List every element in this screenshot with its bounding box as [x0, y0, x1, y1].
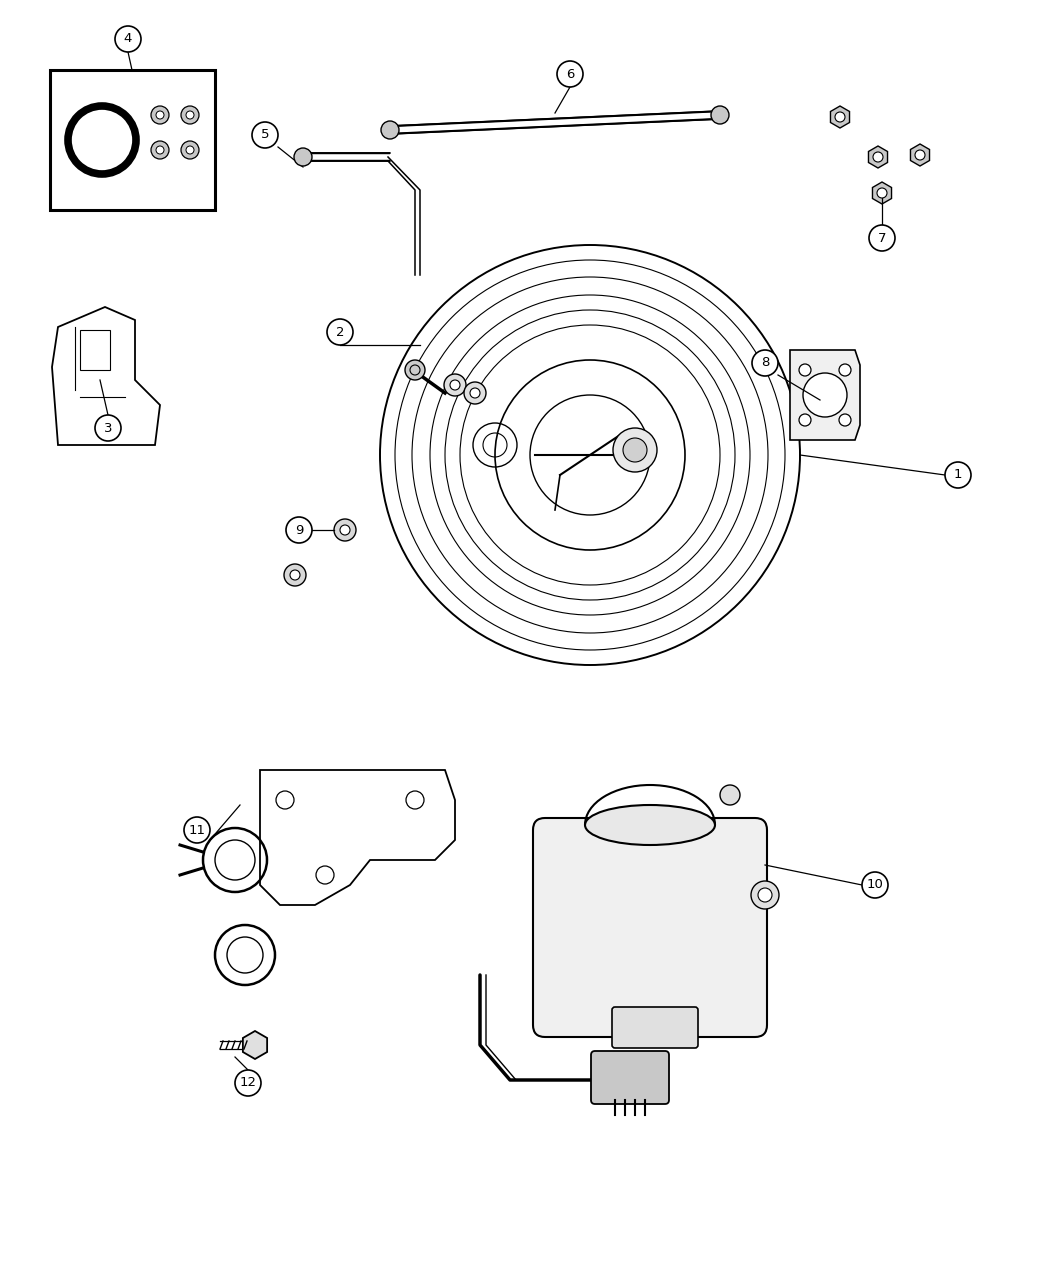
Text: 10: 10: [866, 878, 883, 891]
Circle shape: [803, 374, 847, 417]
Text: 3: 3: [104, 422, 112, 435]
Circle shape: [915, 150, 925, 159]
Polygon shape: [80, 330, 110, 370]
Circle shape: [758, 887, 772, 901]
Circle shape: [116, 26, 141, 52]
Circle shape: [464, 382, 486, 404]
Text: 2: 2: [336, 325, 344, 338]
Circle shape: [839, 363, 850, 376]
Polygon shape: [831, 106, 849, 128]
Circle shape: [869, 224, 895, 251]
Circle shape: [470, 388, 480, 398]
Bar: [50, 70, 215, 210]
Text: 7: 7: [878, 232, 886, 245]
Circle shape: [405, 360, 425, 380]
Circle shape: [613, 428, 657, 472]
Circle shape: [444, 374, 466, 397]
Ellipse shape: [585, 805, 715, 845]
Circle shape: [340, 525, 350, 536]
Circle shape: [294, 148, 312, 166]
Text: 8: 8: [761, 357, 770, 370]
Polygon shape: [868, 147, 887, 168]
Circle shape: [862, 872, 888, 898]
Text: 5: 5: [260, 129, 269, 142]
Circle shape: [751, 881, 779, 909]
Circle shape: [799, 363, 811, 376]
Text: 1: 1: [953, 468, 962, 482]
Circle shape: [711, 106, 729, 124]
Circle shape: [450, 380, 460, 390]
Circle shape: [877, 187, 887, 198]
Circle shape: [406, 790, 424, 810]
Circle shape: [156, 111, 164, 119]
Polygon shape: [790, 351, 860, 440]
Circle shape: [334, 519, 356, 541]
FancyBboxPatch shape: [612, 1007, 698, 1048]
Circle shape: [181, 106, 200, 124]
Polygon shape: [910, 144, 929, 166]
Circle shape: [94, 414, 121, 441]
Text: 12: 12: [239, 1076, 256, 1090]
FancyBboxPatch shape: [591, 1051, 669, 1104]
Circle shape: [327, 319, 353, 346]
Circle shape: [181, 142, 200, 159]
Circle shape: [235, 1070, 261, 1096]
Circle shape: [873, 152, 883, 162]
FancyBboxPatch shape: [533, 819, 766, 1037]
Text: 11: 11: [189, 824, 206, 836]
Circle shape: [556, 61, 583, 87]
Circle shape: [720, 785, 740, 805]
Circle shape: [75, 113, 129, 167]
Circle shape: [286, 516, 312, 543]
Circle shape: [151, 106, 169, 124]
Circle shape: [186, 111, 194, 119]
Circle shape: [284, 564, 306, 586]
Circle shape: [799, 414, 811, 426]
Circle shape: [316, 866, 334, 884]
Circle shape: [156, 147, 164, 154]
Text: 9: 9: [295, 524, 303, 537]
Circle shape: [945, 462, 971, 488]
Text: 6: 6: [566, 68, 574, 80]
Circle shape: [252, 122, 278, 148]
Circle shape: [186, 147, 194, 154]
Circle shape: [752, 351, 778, 376]
Circle shape: [839, 414, 850, 426]
Circle shape: [184, 817, 210, 843]
Circle shape: [835, 112, 845, 122]
Circle shape: [151, 142, 169, 159]
Text: 4: 4: [124, 32, 132, 46]
Polygon shape: [873, 182, 891, 204]
Circle shape: [276, 790, 294, 810]
Circle shape: [381, 121, 399, 139]
Polygon shape: [243, 1031, 267, 1060]
Circle shape: [623, 439, 647, 462]
Circle shape: [290, 570, 300, 580]
